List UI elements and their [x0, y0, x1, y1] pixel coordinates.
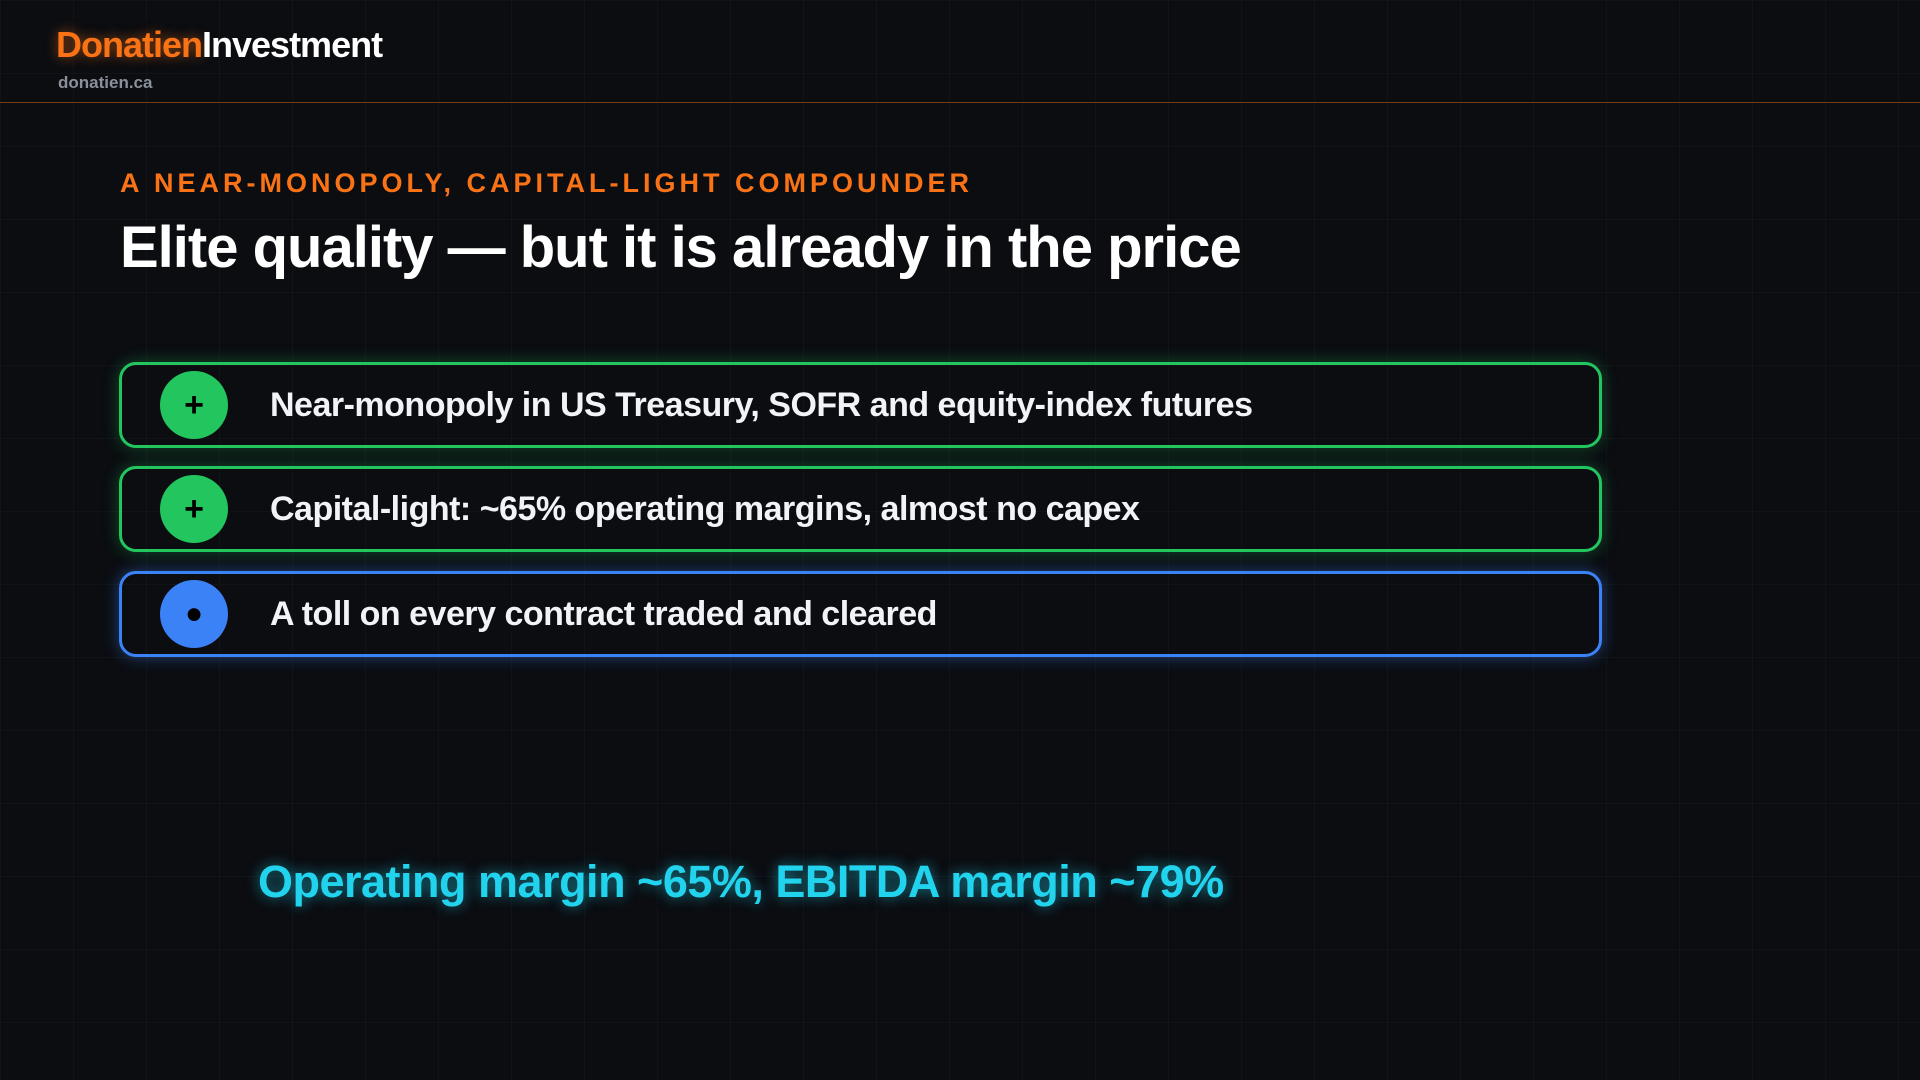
card-icon: ●: [160, 580, 228, 648]
card-icon: +: [160, 371, 228, 439]
highlight: Operating margin ~65%, EBITDA margin ~79…: [258, 856, 1224, 907]
card-text: Capital-light: ~65% operating margins, a…: [270, 490, 1140, 528]
kicker: A NEAR-MONOPOLY, CAPITAL-LIGHT COMPOUNDE…: [120, 168, 974, 198]
brand: DonatienInvestment: [56, 24, 383, 66]
header-rule: [0, 102, 1920, 103]
title: Elite quality — but it is already in the…: [120, 215, 1242, 280]
card: + Near-monopoly in US Treasury, SOFR and …: [119, 362, 1602, 448]
brand-second: Investment: [202, 24, 383, 65]
card: + Capital-light: ~65% operating margins, …: [119, 466, 1602, 552]
card-text: Near-monopoly in US Treasury, SOFR and e…: [270, 386, 1253, 424]
brand-first: Donatien: [56, 24, 203, 65]
card-icon: +: [160, 475, 228, 543]
card-text: A toll on every contract traded and clea…: [270, 595, 937, 633]
site-url: donatien.ca: [58, 73, 153, 92]
card: ● A toll on every contract traded and cle…: [119, 571, 1602, 657]
